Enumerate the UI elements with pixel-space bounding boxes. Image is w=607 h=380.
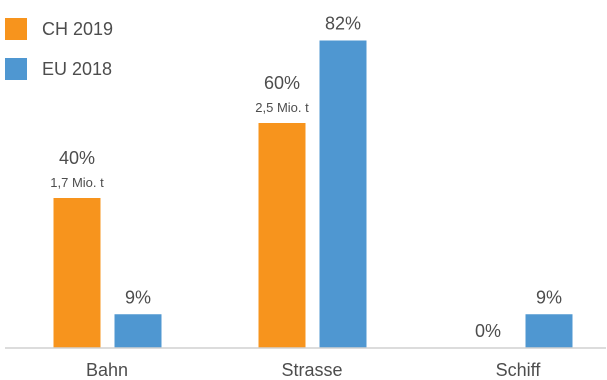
- legend-label-0: CH 2019: [42, 19, 113, 39]
- value-label-1-1: 82%: [325, 14, 361, 34]
- category-label-0: Bahn: [86, 360, 128, 380]
- sub-label-0-0: 1,7 Mio. t: [50, 175, 104, 190]
- legend: CH 2019 EU 2018: [5, 18, 113, 80]
- sub-label-0-1: 2,5 Mio. t: [255, 100, 309, 115]
- legend-label-1: EU 2018: [42, 59, 112, 79]
- bars-group: [53, 40, 573, 348]
- category-label-2: Schiff: [496, 360, 542, 380]
- value-label-1-2: 9%: [536, 287, 562, 307]
- value-label-0-1: 60%: [264, 73, 300, 93]
- bar-0-1: [258, 123, 306, 348]
- value-label-0-0: 40%: [59, 148, 95, 168]
- value-label-0-2: 0%: [475, 321, 501, 341]
- value-labels-group: 40% 1,7 Mio. t 9% 60% 2,5 Mio. t 82% 0% 9%: [50, 14, 562, 342]
- bar-1-0: [114, 314, 162, 348]
- category-labels-group: Bahn Strasse Schiff: [86, 360, 541, 380]
- bar-1-2: [525, 314, 573, 348]
- category-label-1: Strasse: [281, 360, 342, 380]
- legend-swatch-1: [5, 58, 27, 80]
- bar-1-1: [319, 40, 367, 348]
- value-label-1-0: 9%: [125, 287, 151, 307]
- legend-swatch-0: [5, 18, 27, 40]
- bar-0-0: [53, 198, 101, 348]
